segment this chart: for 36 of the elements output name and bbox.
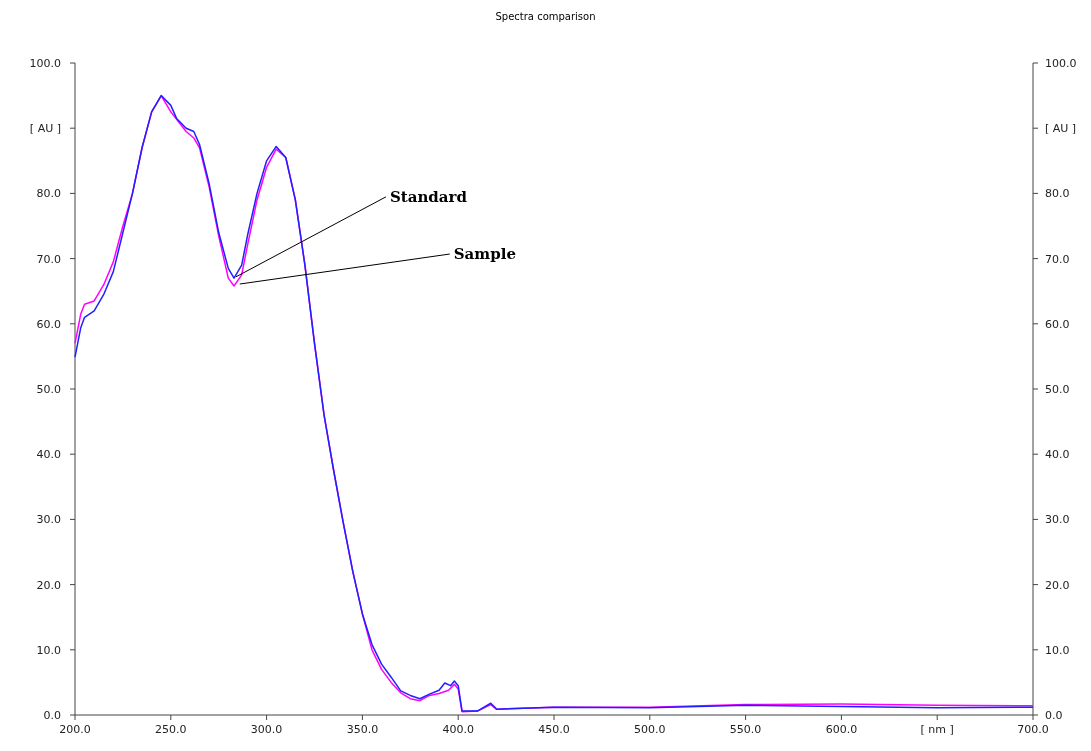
y2-tick-label: 50.0 — [1045, 383, 1070, 396]
y-tick-label: 10.0 — [36, 643, 61, 657]
chart-title: Spectra comparison — [495, 11, 596, 22]
y2-tick-label: 20.0 — [1045, 578, 1070, 592]
x-tick-label: 700.0 — [1017, 723, 1049, 736]
x-tick-label: 500.0 — [634, 723, 666, 736]
y2-tick-label: 60.0 — [1045, 317, 1070, 331]
y2-tick-label: 80.0 — [1045, 187, 1070, 201]
y2-tick-label: 100.0 — [1045, 57, 1077, 70]
y-tick-label: 0.0 — [43, 709, 61, 722]
y-tick-label: [ AU ] — [29, 122, 61, 136]
y-tick-label: 60.0 — [36, 317, 61, 331]
y2-tick-label: 70.0 — [1045, 252, 1070, 266]
y-tick-label: 20.0 — [36, 578, 61, 592]
y-tick-label: 50.0 — [36, 383, 61, 396]
y2-tick-label: 0.0 — [1045, 709, 1063, 722]
x-tick-label: 250.0 — [155, 723, 187, 736]
y2-tick-label: 10.0 — [1045, 643, 1070, 657]
x-tick-label: [ nm ] — [920, 723, 954, 736]
x-tick-label: 600.0 — [825, 723, 858, 736]
y-tick-label: 80.0 — [36, 187, 61, 201]
x-tick-label: 200.0 — [59, 723, 91, 736]
x-tick-label: 400.0 — [442, 723, 474, 736]
y2-tick-label: 30.0 — [1045, 513, 1070, 527]
y-tick-label: 100.0 — [29, 57, 61, 70]
y-tick-label: 40.0 — [36, 448, 61, 462]
annotation: Sample — [453, 245, 516, 264]
annotation: Standard — [389, 187, 468, 206]
y2-tick-label: 40.0 — [1045, 448, 1070, 462]
y2-tick-label: [ AU ] — [1045, 122, 1077, 136]
x-tick-label: 300.0 — [250, 723, 283, 736]
y-tick-label: 70.0 — [36, 252, 61, 266]
x-tick-label: 550.0 — [729, 723, 762, 736]
x-tick-label: 450.0 — [538, 723, 570, 736]
y-tick-label: 30.0 — [36, 513, 61, 527]
x-tick-label: 350.0 — [346, 723, 379, 736]
